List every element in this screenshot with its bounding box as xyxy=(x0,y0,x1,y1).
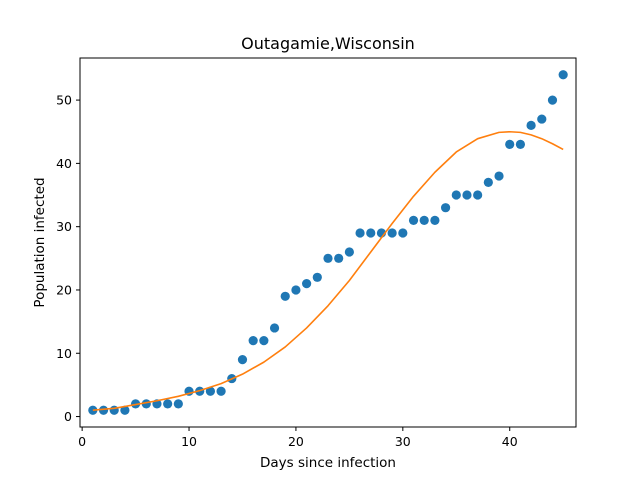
data-point xyxy=(547,95,558,105)
data-point xyxy=(248,336,258,346)
data-point xyxy=(355,228,365,238)
data-point xyxy=(430,215,440,225)
data-point xyxy=(120,405,130,415)
data-point xyxy=(173,399,183,409)
data-point xyxy=(537,114,547,124)
x-tick-label: 20 xyxy=(288,434,304,449)
data-point xyxy=(387,228,397,238)
y-axis-label: Population infected xyxy=(32,177,48,307)
plot-area xyxy=(88,70,568,415)
chart-title: Outagamie,Wisconsin xyxy=(241,34,415,53)
fit-curve-line xyxy=(92,130,564,412)
data-point xyxy=(302,279,312,289)
axes-frame xyxy=(79,57,577,428)
data-point xyxy=(216,386,226,396)
data-point xyxy=(344,247,354,257)
x-axis-label: Days since infection xyxy=(260,455,396,471)
x-tick-label: 30 xyxy=(395,434,411,449)
data-point xyxy=(408,215,419,225)
y-axis: 0 10 20 30 40 50 xyxy=(56,93,80,424)
x-tick-label: 10 xyxy=(181,434,197,449)
data-point xyxy=(440,203,451,213)
data-point xyxy=(558,70,568,80)
data-point xyxy=(163,399,173,409)
x-tick-label: 40 xyxy=(502,434,518,449)
data-point xyxy=(312,272,322,282)
data-point xyxy=(259,336,269,346)
x-tick-label: 0 xyxy=(78,434,86,449)
data-point xyxy=(98,405,109,415)
data-point xyxy=(269,323,280,333)
data-point xyxy=(473,190,483,200)
data-point xyxy=(366,228,376,238)
data-point xyxy=(205,386,216,396)
data-point xyxy=(237,354,248,365)
data-point xyxy=(451,190,461,200)
y-tick-label: 50 xyxy=(56,93,72,108)
data-point xyxy=(323,253,333,263)
data-point xyxy=(334,253,344,263)
data-point xyxy=(419,215,429,225)
data-point xyxy=(291,285,301,295)
data-point xyxy=(505,139,515,149)
y-tick-label: 10 xyxy=(56,346,72,361)
data-point xyxy=(526,120,536,131)
y-tick-label: 20 xyxy=(56,282,72,297)
data-point xyxy=(398,228,408,238)
y-tick-label: 0 xyxy=(64,409,72,424)
data-point xyxy=(494,171,504,181)
data-point xyxy=(462,190,472,200)
y-tick-label: 30 xyxy=(56,219,72,234)
data-point xyxy=(483,177,493,187)
data-point xyxy=(280,291,290,301)
y-tick-label: 40 xyxy=(56,156,72,171)
data-point xyxy=(515,139,526,149)
x-axis: 0 10 20 30 40 xyxy=(78,427,518,449)
